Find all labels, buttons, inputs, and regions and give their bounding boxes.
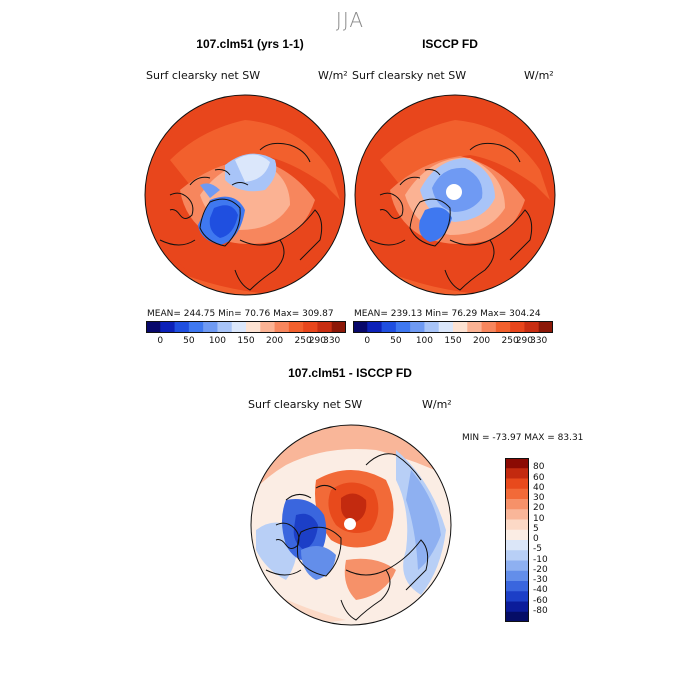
diff-units: W/m² [422, 398, 452, 411]
diff-colorbar-swatch [505, 570, 529, 582]
top-left-colorbar [146, 321, 346, 333]
colorbar-swatch [317, 321, 333, 333]
colorbar-swatch [260, 321, 276, 333]
colorbar-swatch [395, 321, 411, 333]
top-left-title: 107.clm51 (yrs 1-1) [196, 37, 304, 51]
diff-colorbar-swatch [505, 581, 529, 592]
top-right-colorbar-ticks: 0 50 100 150 200 250 290 330 [353, 336, 553, 348]
colorbar-swatch [510, 321, 525, 333]
colorbar-swatch [381, 321, 397, 333]
colorbar-swatch [538, 321, 553, 333]
diff-colorbar-swatch [505, 519, 529, 531]
diff-colorbar-label: 80 [533, 462, 545, 473]
colorbar-tick-label: 290 [515, 336, 534, 346]
diff-colorbar-label: -5 [533, 544, 542, 555]
colorbar-swatch [367, 321, 383, 333]
diff-colorbar-swatch [505, 591, 529, 602]
colorbar-tick-label: 290 [308, 336, 327, 346]
diff-map [250, 424, 452, 626]
colorbar-swatch [495, 321, 511, 333]
colorbar-tick-label: 50 [183, 336, 195, 346]
diff-colorbar-swatch [505, 529, 529, 541]
colorbar-tick-label: 50 [390, 336, 402, 346]
colorbar-swatch [174, 321, 190, 333]
diff-colorbar-swatch [505, 488, 529, 500]
diff-colorbar-label: 30 [533, 493, 545, 503]
colorbar-swatch [303, 321, 318, 333]
diff-colorbar-swatch [505, 458, 529, 469]
diff-colorbar-swatch [505, 611, 529, 622]
top-right-variable: Surf clearsky net SW [352, 69, 467, 82]
colorbar-swatch [146, 321, 161, 333]
top-left-units: W/m² [318, 69, 348, 82]
colorbar-swatch [438, 321, 454, 333]
colorbar-tick-label: 100 [208, 336, 227, 346]
colorbar-swatch [188, 321, 204, 333]
top-right-stats: MEAN= 239.13 Min= 76.29 Max= 304.24 [354, 309, 541, 319]
colorbar-swatch [246, 321, 261, 333]
diff-colorbar-label: -60 [533, 595, 548, 606]
colorbar-swatch [288, 321, 304, 333]
colorbar-swatch [274, 321, 290, 333]
colorbar-swatch [231, 321, 247, 333]
colorbar-tick-label: 250 [501, 336, 519, 346]
colorbar-tick-label: 250 [294, 336, 312, 346]
diff-colorbar-label: 60 [533, 472, 545, 483]
diff-colorbar-label: -40 [533, 585, 548, 596]
colorbar-tick-label: 0 [364, 336, 371, 346]
colorbar-swatch [481, 321, 497, 333]
diff-colorbar-label: 20 [533, 503, 545, 514]
diff-minmax: MIN = -73.97 MAX = 83.31 [462, 433, 584, 443]
diff-colorbar-labels: 80 60 40 30 20 10 5 0 -5 -10 -20 -30 -40 -60 -80 [533, 458, 573, 622]
colorbar-swatch [160, 321, 176, 333]
diff-colorbar [505, 458, 529, 622]
colorbar-tick-label: 330 [323, 336, 341, 346]
colorbar-swatch [410, 321, 425, 333]
top-right-units: W/m² [524, 69, 554, 82]
top-right-title: ISCCP FD [422, 37, 478, 51]
diff-colorbar-label: 5 [533, 523, 539, 534]
colorbar-swatch [453, 321, 468, 333]
colorbar-tick-label: 200 [472, 336, 491, 346]
top-left-stats: MEAN= 244.75 Min= 70.76 Max= 309.87 [147, 309, 334, 319]
top-left-map [144, 94, 346, 296]
diff-colorbar-swatch [505, 601, 529, 613]
diff-colorbar-label: -10 [533, 554, 548, 565]
diff-title: 107.clm51 - ISCCP FD [288, 366, 412, 380]
diff-colorbar-swatch [505, 478, 529, 490]
colorbar-swatch [203, 321, 218, 333]
colorbar-tick-label: 330 [530, 336, 548, 346]
top-right-map [354, 94, 556, 296]
diff-colorbar-swatch [505, 468, 529, 479]
colorbar-swatch [217, 321, 233, 333]
colorbar-swatch [331, 321, 346, 333]
colorbar-swatch [424, 321, 440, 333]
top-left-variable: Surf clearsky net SW [146, 69, 261, 82]
diff-colorbar-swatch [505, 540, 529, 551]
colorbar-swatch [467, 321, 483, 333]
colorbar-tick-label: 150 [237, 336, 255, 346]
top-left-colorbar-ticks: 0 50 100 150 200 250 290 330 [146, 336, 346, 348]
diff-colorbar-label: 0 [533, 534, 539, 544]
colorbar-tick-label: 150 [444, 336, 462, 346]
diff-colorbar-swatch [505, 560, 529, 572]
season-title: JJA [335, 8, 365, 32]
diff-colorbar-swatch [505, 509, 529, 520]
diff-colorbar-swatch [505, 499, 529, 510]
diff-colorbar-label: -80 [533, 605, 548, 616]
top-right-colorbar [353, 321, 553, 333]
colorbar-tick-label: 200 [265, 336, 284, 346]
colorbar-swatch [353, 321, 368, 333]
colorbar-tick-label: 100 [415, 336, 434, 346]
diff-colorbar-swatch [505, 550, 529, 561]
diff-colorbar-label: -30 [533, 575, 548, 585]
colorbar-tick-label: 0 [157, 336, 164, 346]
diff-colorbar-label: 40 [533, 482, 545, 493]
diff-variable: Surf clearsky net SW [248, 398, 363, 411]
diff-colorbar-label: 10 [533, 513, 545, 524]
diff-colorbar-label: -20 [533, 564, 548, 575]
colorbar-swatch [524, 321, 540, 333]
